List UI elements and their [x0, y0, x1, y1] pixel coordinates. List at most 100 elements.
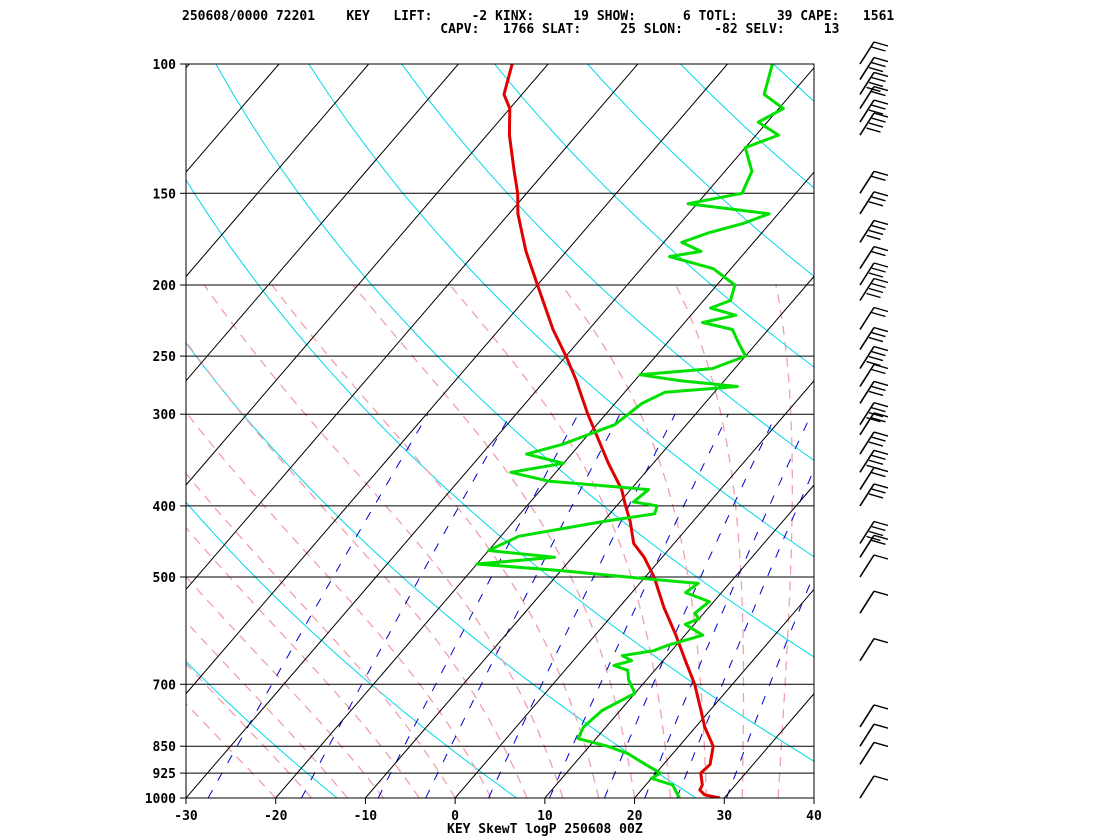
- p-tick-label: 850: [153, 740, 177, 755]
- wind-barb: [859, 262, 889, 286]
- x-tick-label: 40: [806, 809, 822, 824]
- p-tick-label: 400: [153, 500, 177, 515]
- p-tick-label: 150: [153, 187, 177, 202]
- dry-adiabat-line: [186, 501, 517, 798]
- p-tick-label: 925: [153, 767, 176, 782]
- dry-adiabat-line: [773, 64, 814, 102]
- profile-series: [475, 64, 785, 798]
- moist-adiabat-line: [271, 284, 600, 798]
- x-tick-label: -30: [174, 809, 198, 824]
- chart-footer: KEY SkewT logP 250608 00Z: [447, 822, 643, 837]
- moist-adiabat-line: [186, 575, 384, 798]
- isotherm-line: [186, 64, 280, 173]
- moist-adiabat-line: [203, 284, 564, 798]
- isotherm-line: [186, 64, 370, 278]
- isotherm-line: [723, 692, 814, 798]
- wind-barb: [859, 326, 889, 351]
- dewpoint-profile-line: [475, 64, 785, 798]
- wind-barb: [859, 277, 889, 301]
- isotherm-line: [0, 64, 10, 798]
- dry-adiabat-line: [215, 64, 814, 658]
- mixing-ratio-line: [425, 413, 621, 798]
- isotherm-line: [275, 171, 814, 798]
- wind-barbs: [859, 41, 889, 799]
- mixing-ratio-line: [301, 413, 512, 798]
- wind-barb: [859, 85, 889, 110]
- wind-barb: [859, 56, 889, 81]
- x-tick-label: -10: [354, 809, 378, 824]
- wind-barb: [859, 431, 889, 455]
- wind-barb: [859, 590, 889, 614]
- wind-barb: [859, 71, 889, 95]
- isotherm-line: [186, 64, 728, 695]
- wind-barb: [859, 723, 889, 747]
- wind-barb: [859, 402, 889, 426]
- sounding-header: 250608/0000 72201 KEY LIFT: -2 KINX: 19 …: [0, 0, 1120, 40]
- p-tick-label: 100: [153, 58, 177, 73]
- wind-barb: [859, 41, 889, 65]
- moist-adiabat-line: [186, 411, 492, 798]
- moist-adiabat-line: [186, 340, 528, 798]
- dry-adiabat-line: [308, 64, 814, 558]
- isotherm-line: [186, 64, 549, 486]
- mixing-ratio-line: [207, 413, 429, 798]
- wind-barb: [859, 345, 889, 370]
- isotherm-line: [454, 379, 814, 798]
- moist-adiabat-line: [186, 472, 456, 798]
- isotherm-line: [813, 797, 814, 798]
- isotherm-line: [0, 64, 100, 798]
- p-tick-label: 700: [153, 678, 177, 693]
- moist-adiabat-line: [775, 284, 793, 798]
- dry-adiabat-line: [0, 64, 158, 798]
- moist-adiabats: [186, 284, 793, 798]
- dry-adiabat-line: [587, 64, 814, 277]
- dry-adiabat-line: [186, 179, 814, 762]
- dry-adiabat-line: [959, 64, 1120, 798]
- moist-adiabat-line: [186, 526, 420, 798]
- wind-barb: [859, 380, 889, 404]
- wind-barb: [859, 412, 889, 436]
- wind-barb: [859, 704, 889, 728]
- x-tick-label: 0: [451, 809, 459, 824]
- isotherm-line: [186, 66, 814, 798]
- isotherm-line: [544, 484, 814, 798]
- x-tick-label: 20: [627, 809, 643, 824]
- wind-barb: [859, 170, 889, 194]
- wind-barb: [859, 534, 889, 558]
- dry-adiabat-line: [866, 64, 1120, 798]
- wind-barb: [859, 99, 889, 123]
- wind-barb: [859, 520, 889, 544]
- p-tick-label: 1000: [145, 792, 176, 807]
- plot-area: [0, 64, 1120, 798]
- mixing-ratio-line: [377, 413, 579, 798]
- p-tick-label: 300: [153, 408, 177, 423]
- temperature-axis: -30 -20 -10 0 10 20 30 40: [174, 798, 822, 824]
- dry-adiabat-line: [401, 64, 814, 461]
- moist-adiabat-line: [560, 284, 707, 798]
- pressure-axis: 100 150 200 250 300 400 500 700 850 925 1000: [145, 58, 186, 807]
- x-tick-label: 10: [537, 809, 553, 824]
- wind-barb: [859, 363, 889, 387]
- header-line-2: CAPV: 1766 SLAT: 25 SLON: -82 SELV: 13: [182, 22, 840, 37]
- mixing-ratio-line: [676, 468, 814, 798]
- wind-barb: [859, 466, 889, 491]
- wind-barb: [859, 306, 889, 330]
- wind-barb: [859, 219, 889, 243]
- mixing-ratio-lines: [207, 413, 814, 798]
- isotherm-line: [365, 275, 814, 798]
- wind-barb: [859, 741, 889, 765]
- x-tick-label: 30: [716, 809, 732, 824]
- mixing-ratio-line: [644, 413, 812, 798]
- plot-frame: [185, 63, 815, 799]
- temperature-profile-line: [502, 64, 721, 798]
- isotherm-line: [186, 64, 459, 382]
- x-tick-label: -20: [264, 809, 288, 824]
- mixing-ratio-line: [488, 413, 676, 798]
- mixing-ratio-line: [603, 413, 777, 798]
- mixing-ratio-line: [548, 413, 729, 798]
- wind-barb: [859, 112, 889, 136]
- dry-adiabat-line: [680, 64, 814, 189]
- mixing-ratio-line: [726, 572, 814, 798]
- moist-adiabat-line: [186, 702, 277, 798]
